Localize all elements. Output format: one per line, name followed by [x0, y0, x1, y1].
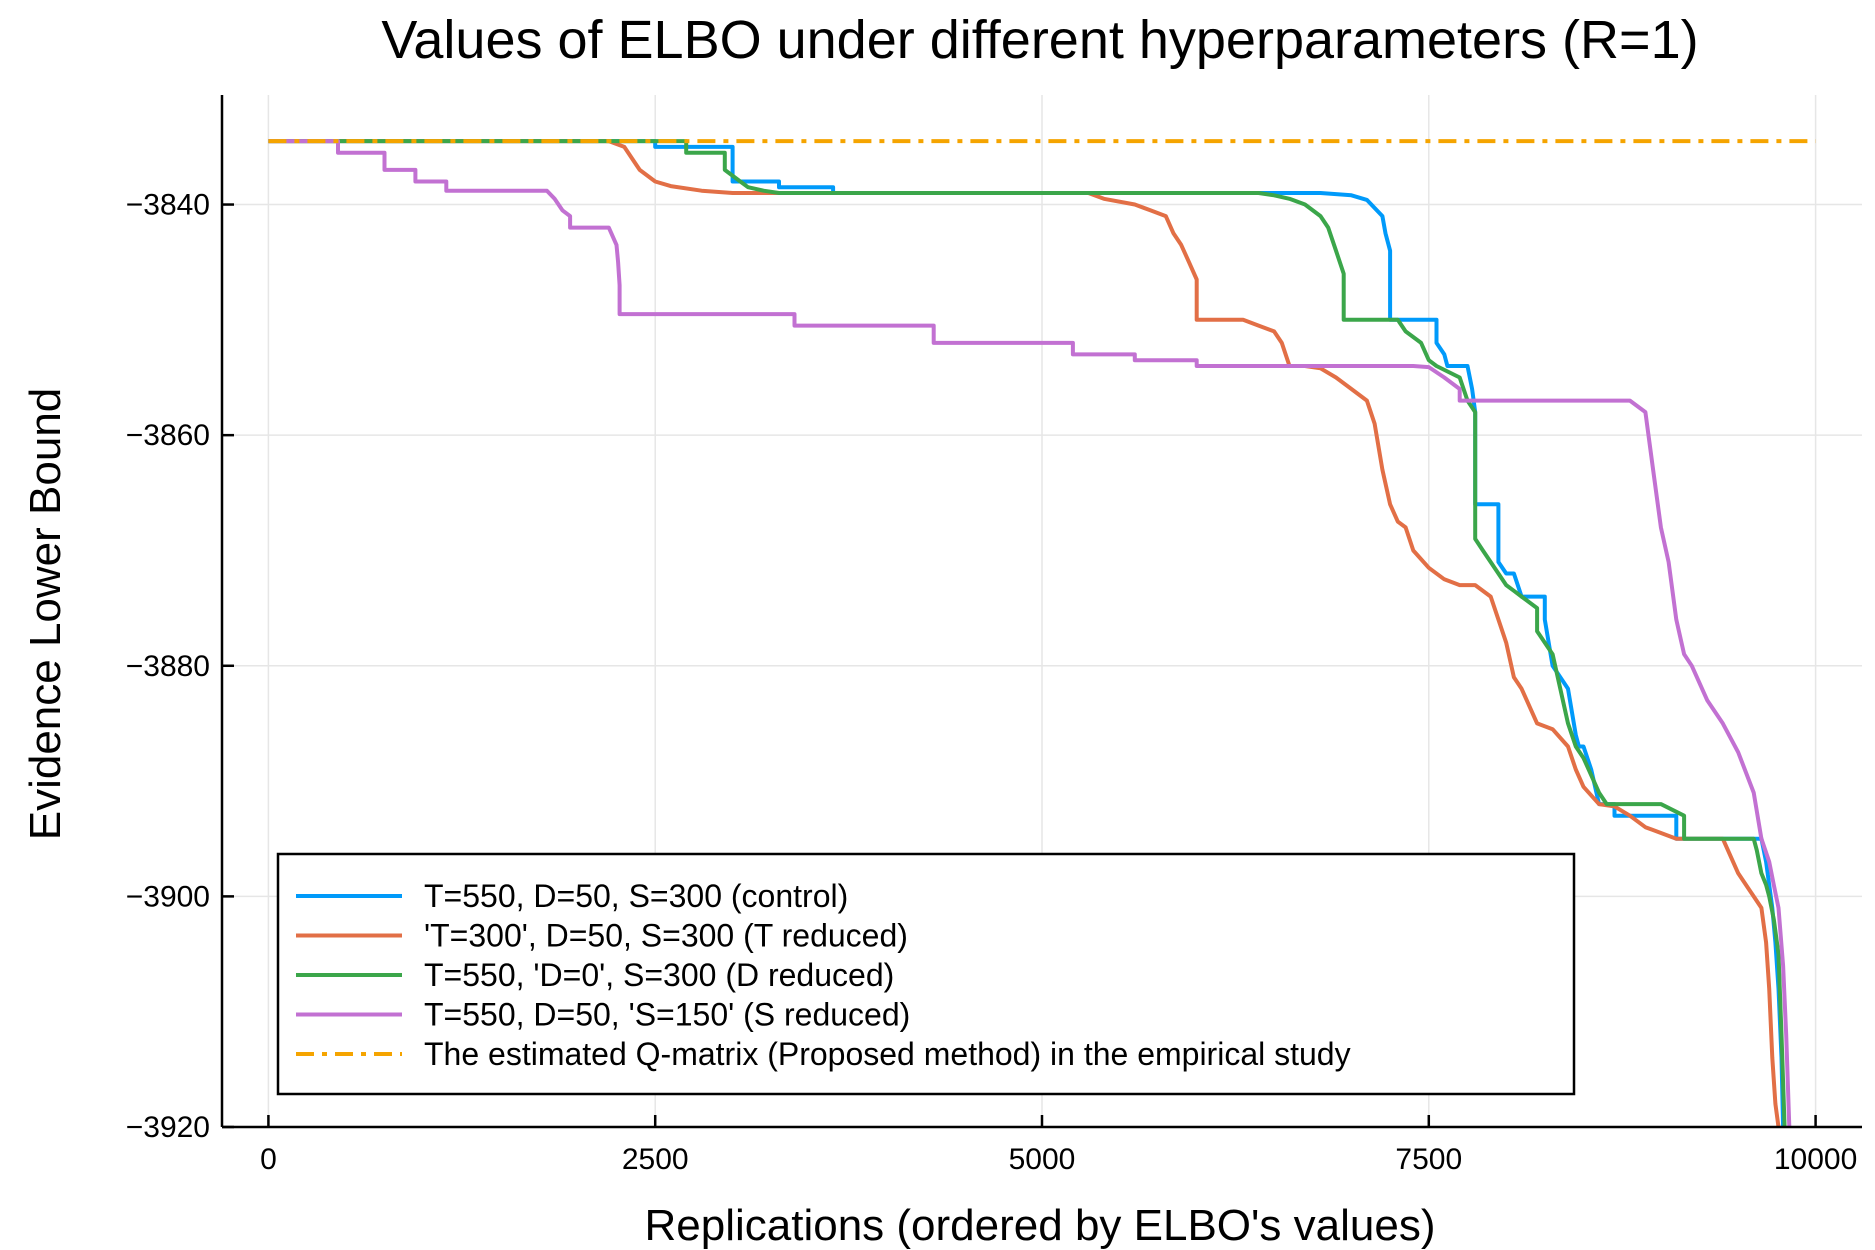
legend-label-5: The estimated Q-matrix (Proposed method)…: [424, 1036, 1351, 1072]
legend-box: [276, 852, 1576, 1096]
y-tick-label: −3900: [126, 880, 210, 913]
series-line-4: [268, 139, 1792, 1127]
series-layer: [268, 139, 1816, 1127]
series-line-2: [268, 139, 1781, 1127]
x-tick-label: 7500: [1395, 1143, 1462, 1176]
legend-label-1: T=550, D=50, S=300 (control): [424, 878, 848, 914]
x-tick-label: 5000: [1009, 1143, 1076, 1176]
x-tick-label: 0: [260, 1143, 277, 1176]
y-tick-label: −3860: [126, 419, 210, 452]
x-tick-label: 2500: [622, 1143, 689, 1176]
series-line-3: [268, 139, 1787, 1127]
y-axis-label: Evidence Lower Bound: [21, 388, 70, 841]
chart-title: Values of ELBO under different hyperpara…: [381, 10, 1698, 70]
x-tick-label: 10000: [1774, 1143, 1857, 1176]
y-tick-label: −3840: [126, 189, 210, 222]
legend: T=550, D=50, S=300 (control) 'T=300', D=5…: [276, 852, 1576, 1096]
legend-label-2: 'T=300', D=50, S=300 (T reduced): [424, 918, 908, 954]
y-tick-label: −3920: [126, 1111, 210, 1144]
y-tick-label: −3880: [126, 650, 210, 683]
axis-layer: 0 2500 5000 7500 10000 −3840 −3860 −3880 −3900 −3…: [126, 95, 1862, 1176]
legend-label-4: T=550, D=50, 'S=150' (S reduced): [424, 997, 910, 1033]
x-axis-label: Replications (ordered by ELBO's values): [645, 1201, 1436, 1250]
legend-label-3: T=550, 'D=0', S=300 (D reduced): [424, 957, 894, 993]
